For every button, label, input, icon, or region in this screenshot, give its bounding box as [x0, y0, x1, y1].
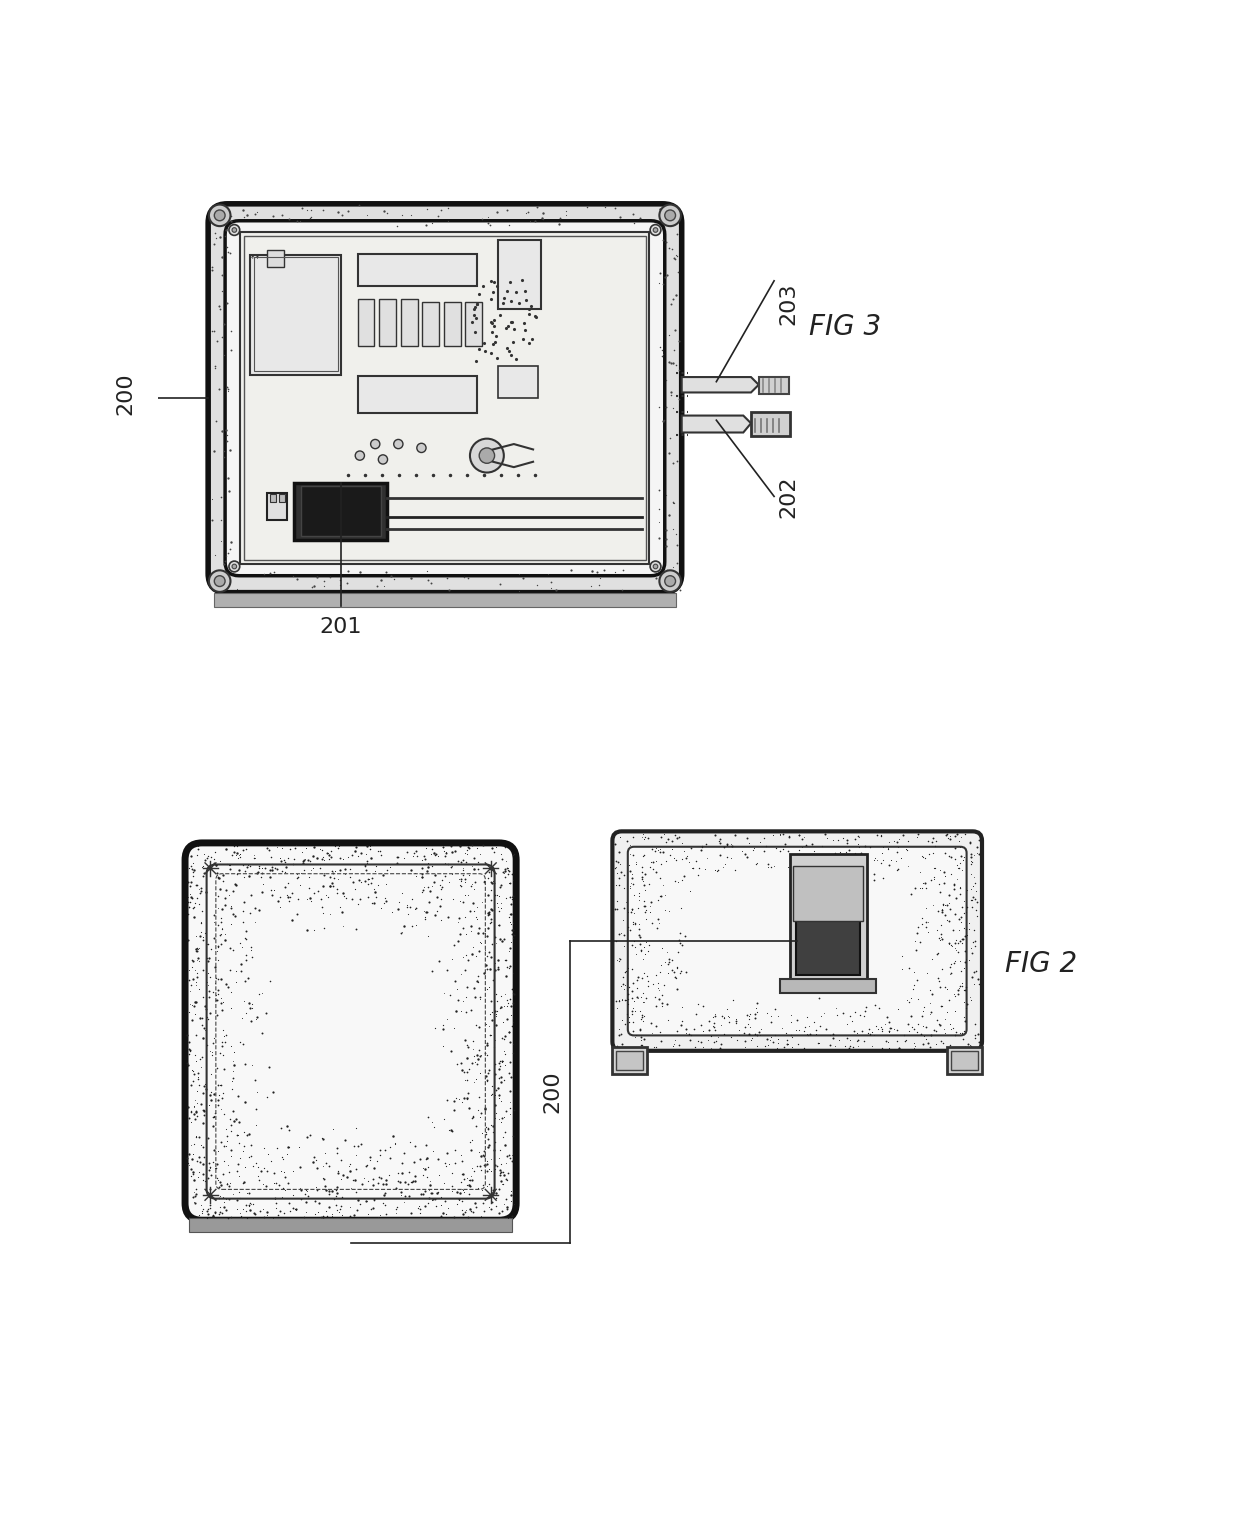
Circle shape	[378, 455, 388, 464]
Bar	[279, 494, 285, 501]
Text: 202: 202	[777, 475, 799, 518]
Circle shape	[371, 440, 379, 449]
Circle shape	[660, 205, 681, 226]
Circle shape	[479, 448, 495, 463]
FancyBboxPatch shape	[226, 221, 665, 575]
Bar	[357, 298, 374, 346]
Bar	[300, 486, 381, 537]
Bar	[215, 592, 676, 606]
Circle shape	[653, 228, 658, 232]
Bar	[498, 366, 538, 398]
Circle shape	[215, 211, 226, 221]
FancyBboxPatch shape	[613, 832, 982, 1050]
Bar	[249, 255, 341, 375]
Bar	[401, 298, 418, 346]
Circle shape	[232, 564, 237, 569]
Text: FIG 3: FIG 3	[808, 314, 880, 341]
Bar	[498, 240, 541, 309]
Circle shape	[653, 564, 658, 569]
Bar	[465, 301, 482, 346]
Circle shape	[665, 211, 676, 221]
Bar	[244, 237, 646, 560]
Bar	[794, 866, 863, 921]
Polygon shape	[682, 415, 751, 432]
Circle shape	[417, 443, 427, 452]
Bar	[616, 1050, 644, 1070]
Circle shape	[470, 438, 503, 472]
Circle shape	[229, 225, 239, 235]
FancyBboxPatch shape	[185, 843, 516, 1220]
Bar	[422, 301, 439, 346]
Bar	[294, 483, 387, 540]
Text: 203: 203	[777, 283, 799, 325]
Circle shape	[355, 451, 365, 460]
Text: **: **	[249, 254, 260, 263]
Circle shape	[232, 228, 237, 232]
Text: 200: 200	[542, 1070, 563, 1114]
Bar	[444, 301, 461, 346]
FancyBboxPatch shape	[627, 847, 967, 1035]
Text: 200: 200	[115, 372, 135, 415]
Bar	[268, 251, 284, 268]
Bar	[188, 1218, 512, 1232]
Circle shape	[665, 575, 676, 586]
Bar	[254, 257, 337, 371]
Bar	[241, 232, 650, 564]
Text: 201: 201	[320, 617, 362, 637]
Circle shape	[660, 571, 681, 592]
Bar	[379, 298, 396, 346]
Bar	[796, 912, 861, 975]
Bar	[357, 377, 477, 414]
Circle shape	[650, 561, 661, 572]
Circle shape	[650, 225, 661, 235]
Bar	[790, 855, 867, 981]
Polygon shape	[682, 377, 759, 392]
Bar	[268, 492, 286, 520]
Circle shape	[208, 571, 231, 592]
Bar	[270, 494, 277, 501]
Circle shape	[229, 561, 239, 572]
Text: FIG 2: FIG 2	[1006, 950, 1078, 978]
Circle shape	[394, 440, 403, 449]
Bar	[947, 1047, 982, 1074]
Bar	[780, 980, 875, 994]
Bar	[613, 1047, 647, 1074]
FancyBboxPatch shape	[208, 205, 682, 592]
Bar	[951, 1050, 978, 1070]
Circle shape	[215, 575, 226, 586]
Bar	[751, 412, 790, 435]
Bar	[357, 254, 477, 286]
Circle shape	[208, 205, 231, 226]
Bar	[759, 377, 790, 394]
